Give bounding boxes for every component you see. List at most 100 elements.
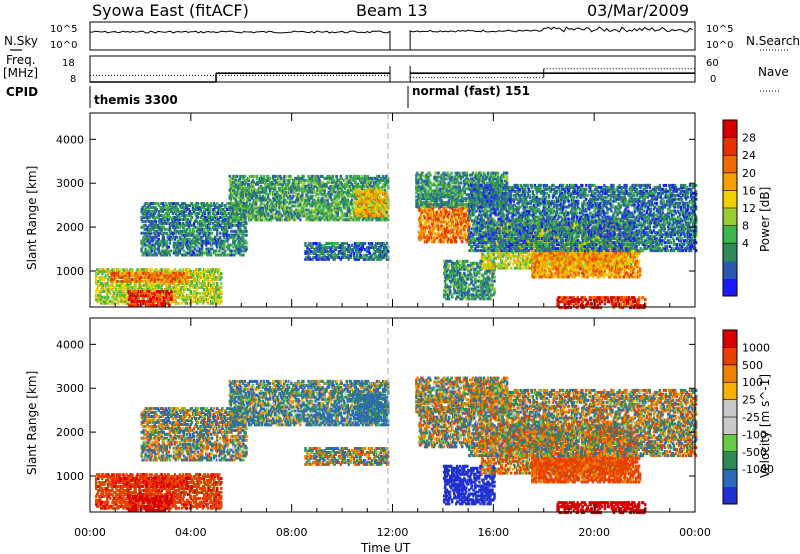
scatter-cell [163,289,166,293]
scatter-cell [215,285,218,289]
scatter-cell [170,290,173,294]
scatter-cell [178,279,182,283]
scatter-cell [189,295,193,299]
power-scatter [95,171,698,310]
scatter-cell [166,270,169,274]
scatter-cell [202,227,206,231]
scatter-cell [215,297,218,301]
scatter-cell [134,298,138,301]
scatter-cell [106,293,109,297]
scatter-cell [111,287,114,291]
scatter-cell [221,202,224,206]
scatter-cell [95,276,98,280]
scatter-cell [98,276,101,280]
scatter-cell [150,300,153,303]
scatter-cell [176,295,180,299]
scatter-cell [129,279,132,283]
scatter-cell [207,270,210,274]
scatter-cell [149,270,152,274]
scatter-cell [144,271,147,275]
scatter-cell [131,268,134,272]
scatter-cell [357,214,361,217]
scatter-cell [142,297,145,301]
scatter-cell [107,272,110,276]
scatter-cell [168,277,172,281]
scatter-cell [161,291,164,295]
scatter-cell [188,227,192,231]
scatter-cell [179,289,183,293]
scatter-cell [145,235,148,239]
scatter-cell [245,245,248,249]
scatter-cell [159,298,162,301]
scatter-cell [245,233,248,237]
scatter-cell [201,291,205,295]
scatter-cell [141,302,145,305]
scatter-cell [155,282,158,285]
scatter-cell [235,174,239,178]
scatter-cell [139,285,142,289]
scatter-cell [132,292,136,296]
scatter-cell [242,253,245,257]
scatter-cell [220,285,223,289]
scatter-cell [163,291,166,295]
scatter-cell [99,293,102,297]
scatter-cell [107,268,110,272]
scatter-cell [153,284,156,287]
scatter-cell [102,284,105,287]
scatter-cell [167,287,170,291]
scatter-cell [140,270,143,274]
scatter-cell [142,225,145,229]
scatter-cell [175,235,179,239]
scatter-cell [202,274,206,278]
scatter-cell [212,301,215,305]
scatter-cell [245,229,248,233]
scatter-cell [123,277,126,281]
scatter-cell [142,289,145,293]
scatter-cell [202,272,206,276]
scatter-cell [200,285,204,289]
scatter-cell [360,190,364,194]
scatter-cell [141,245,144,249]
scatter-cell [127,284,130,287]
scatter-cell [201,297,205,301]
scatter-cell [136,303,140,307]
scatter-cell [97,270,100,274]
scatter-cell [128,276,131,280]
scatter-cell [148,278,151,281]
scatter-cell [131,303,135,307]
scatter-cell [193,278,197,281]
scatter-cell [202,287,206,291]
scatter-cell [155,253,158,257]
scatter-cell [218,268,221,272]
scatter-cell [128,290,132,294]
scatter-cell [153,270,156,274]
scatter-cell [387,249,390,253]
scatter-cell [184,297,188,301]
scatter-cell [190,280,194,283]
scatter-cell [144,285,147,289]
scatter-cell [179,291,183,295]
scatter-cell [154,219,157,223]
scatter-cell [158,302,161,305]
scatter-cell [138,282,141,285]
scatter-cell [177,284,181,287]
scatter-cell [203,295,207,299]
scatter-cell [313,242,316,245]
scatter-cell [171,299,175,303]
scatter-cell [145,270,148,274]
scatter-cell [280,176,283,180]
scatter-cell [163,275,166,279]
scatter-cell [97,280,100,283]
scatter-cell [182,289,186,293]
scatter-cell [109,291,112,295]
scatter-cell [194,295,198,299]
scatter-cell [145,231,148,235]
scatter-cell [173,295,177,299]
scatter-cell [163,273,166,277]
scatter-cell [161,303,164,307]
scatter-cell [167,279,170,283]
scatter-cell [240,210,244,214]
scatter-cell [142,296,146,299]
scatter-cell [182,271,186,275]
scatter-cell [122,291,125,295]
